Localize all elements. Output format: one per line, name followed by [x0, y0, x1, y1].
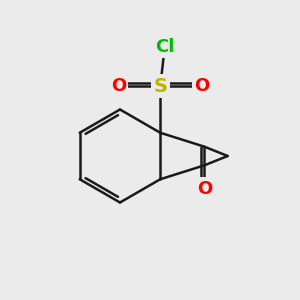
Text: O: O: [111, 77, 126, 95]
Text: O: O: [197, 179, 212, 198]
Text: O: O: [194, 77, 210, 95]
Text: S: S: [153, 77, 167, 96]
Text: Cl: Cl: [155, 38, 175, 56]
